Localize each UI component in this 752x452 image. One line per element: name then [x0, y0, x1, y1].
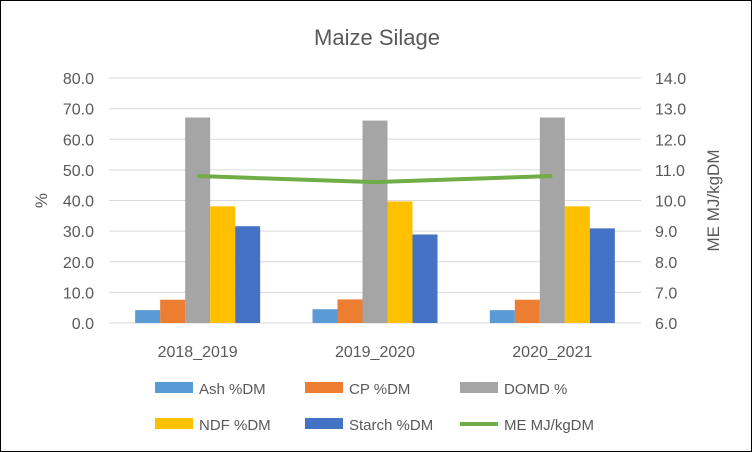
bar	[589, 228, 615, 323]
chart-title: Maize Silage	[314, 25, 440, 50]
y-tick-label: 30.0	[63, 224, 94, 241]
legend-swatch	[155, 418, 193, 429]
y2-tick-label: 6.0	[655, 316, 677, 333]
bar	[514, 299, 540, 323]
y-tick-label: 60.0	[63, 132, 94, 149]
legend-label: DOMD %	[504, 381, 567, 398]
y-tick-label: 40.0	[63, 194, 94, 211]
y2-tick-label: 10.0	[655, 194, 686, 211]
line-series	[197, 174, 553, 185]
bar-series	[135, 117, 615, 323]
y2-tick-label: 8.0	[655, 255, 677, 272]
y2-tick-label: 11.0	[655, 163, 685, 180]
bar	[362, 120, 388, 323]
y2-tick-label: 9.0	[655, 224, 677, 241]
y-tick-label: 70.0	[63, 102, 94, 119]
x-tick-label: 2018_2019	[158, 344, 238, 361]
bar	[387, 201, 413, 323]
x-tick-label: 2019_2020	[335, 344, 415, 361]
legend-label: NDF %DM	[199, 417, 271, 434]
legend-label: Starch %DM	[349, 417, 433, 434]
legend: Ash %DM CP %DM DOMD % NDF %DM Starch %DM ME M…	[155, 381, 594, 434]
y2-tick-label: 12.0	[655, 132, 686, 149]
bar	[312, 309, 338, 323]
x-tick-label: 2020_2021	[512, 344, 592, 361]
legend-swatch	[305, 418, 343, 429]
y2-axis-title: ME MJ/kgDM	[704, 150, 723, 252]
y2-tick-label: 7.0	[655, 285, 677, 302]
y2-tick-label: 14.0	[655, 71, 686, 88]
y-axis-title: %	[32, 193, 51, 208]
y-tick-label: 50.0	[63, 163, 94, 180]
series-line	[197, 174, 553, 185]
y-tick-label: 10.0	[63, 285, 94, 302]
bar	[135, 310, 161, 323]
bar	[489, 310, 515, 323]
bar	[185, 117, 211, 323]
legend-swatch	[460, 382, 498, 393]
bar	[160, 299, 186, 323]
y-tick-label: 20.0	[63, 255, 94, 272]
bar	[337, 299, 363, 323]
axis-ticks: 0.0 10.0 20.0 30.0 40.0 50.0 60.0 70.0 80.0 6.0 7.…	[63, 71, 686, 361]
y-tick-label: 80.0	[63, 71, 94, 88]
legend-swatch	[305, 382, 343, 393]
bar	[564, 206, 590, 323]
legend-label: Ash %DM	[199, 381, 266, 398]
legend-swatch	[155, 382, 193, 393]
legend-label: ME MJ/kgDM	[504, 417, 594, 434]
bar	[235, 226, 261, 323]
bar	[539, 117, 565, 323]
y-tick-label: 0.0	[72, 316, 94, 333]
bar	[412, 234, 438, 323]
y2-tick-label: 13.0	[655, 102, 686, 119]
legend-label: CP %DM	[349, 381, 410, 398]
bar	[210, 206, 236, 323]
